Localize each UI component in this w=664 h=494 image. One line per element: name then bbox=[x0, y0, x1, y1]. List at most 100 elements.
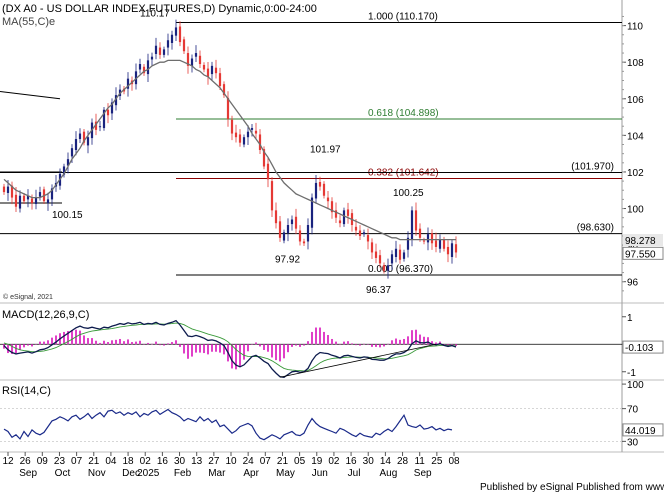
macd-histogram-bar bbox=[355, 344, 357, 346]
macd-histogram-bar bbox=[415, 329, 417, 345]
macd-histogram-bar bbox=[255, 342, 257, 345]
macd-histogram-bar bbox=[427, 337, 429, 345]
macd-histogram-bar bbox=[363, 343, 365, 345]
macd-histogram-bar bbox=[23, 344, 25, 348]
macd-histogram-bar bbox=[443, 344, 445, 345]
macd-signal-line bbox=[3, 322, 457, 372]
macd-histogram-bar bbox=[339, 344, 341, 345]
candle-body bbox=[166, 40, 170, 48]
candle-body bbox=[438, 239, 442, 249]
macd-histogram-bar bbox=[315, 327, 317, 345]
x-tick-label: 21 bbox=[88, 456, 100, 467]
price-tag-label: 97.550 bbox=[625, 249, 656, 260]
candle-body bbox=[250, 128, 254, 130]
candle-body bbox=[258, 134, 262, 150]
macd-histogram-bar bbox=[167, 343, 169, 345]
macd-histogram-bar bbox=[275, 344, 277, 361]
macd-histogram-bar bbox=[119, 338, 121, 345]
candle-body bbox=[370, 242, 374, 253]
macd-histogram-bar bbox=[375, 344, 377, 347]
x-tick-label: 02 bbox=[140, 456, 152, 467]
macd-histogram-bar bbox=[455, 344, 457, 347]
macd-trendline bbox=[279, 343, 437, 378]
candle-body bbox=[318, 182, 322, 187]
x-tick-label: 24 bbox=[243, 456, 255, 467]
price-tag-label: 98.278 bbox=[625, 236, 656, 247]
x-tick-label: 23 bbox=[54, 456, 66, 467]
x-tick-label: 13 bbox=[191, 456, 203, 467]
x-month-label: Jun bbox=[312, 468, 328, 479]
x-tick-label: 08 bbox=[448, 456, 460, 467]
candle-body bbox=[362, 232, 366, 235]
x-month-label: Dec bbox=[122, 468, 140, 479]
macd-histogram-bar bbox=[407, 336, 409, 345]
macd-histogram-bar bbox=[103, 340, 105, 345]
x-tick-label: 16 bbox=[157, 456, 169, 467]
macd-histogram-bar bbox=[99, 342, 101, 345]
macd-histogram-bar bbox=[451, 344, 453, 345]
ma-label: MA(55,C)e bbox=[2, 16, 55, 28]
macd-histogram-bar bbox=[403, 338, 405, 345]
x-month-label: Apr bbox=[243, 468, 259, 479]
candle-body bbox=[146, 60, 150, 75]
rsi-y-tick-label: 70 bbox=[627, 405, 639, 416]
candle-body bbox=[46, 199, 50, 204]
macd-histogram-bar bbox=[27, 344, 29, 346]
candle-body bbox=[274, 210, 278, 224]
candle-body bbox=[342, 210, 346, 225]
candle-body bbox=[226, 97, 230, 119]
candle-body bbox=[62, 166, 66, 175]
candle-body bbox=[50, 188, 54, 200]
macd-histogram-bar bbox=[383, 344, 385, 347]
x-tick-label: 12 bbox=[2, 456, 14, 467]
x-month-label: Feb bbox=[174, 468, 192, 479]
candle-body bbox=[426, 234, 430, 243]
macd-histogram-bar bbox=[63, 331, 65, 345]
macd-histogram-bar bbox=[19, 344, 21, 350]
grid-lines bbox=[622, 15, 626, 292]
rsi-value-tag bbox=[622, 423, 664, 437]
candle-body bbox=[10, 185, 14, 198]
x-month-label: Aug bbox=[379, 468, 397, 479]
macd-histogram-bar bbox=[287, 344, 289, 353]
macd-histogram-bar bbox=[187, 344, 189, 359]
macd-histogram-bar bbox=[307, 341, 309, 345]
price-y-tick-label: 102 bbox=[627, 168, 644, 179]
candle-body bbox=[30, 198, 34, 204]
macd-histogram-bar bbox=[299, 344, 301, 347]
trend-segment bbox=[0, 90, 61, 100]
x-tick-label: 02 bbox=[328, 456, 340, 467]
macd-histogram-bar bbox=[335, 341, 337, 345]
price-annotation: 101.97 bbox=[310, 145, 341, 156]
macd-histogram-bar bbox=[87, 338, 89, 345]
macd-histogram-bar bbox=[303, 344, 305, 346]
rsi-y-tick-label: 30 bbox=[627, 437, 639, 448]
macd-histogram-bar bbox=[123, 341, 125, 345]
candle-body bbox=[158, 47, 162, 55]
candle-body bbox=[106, 109, 110, 116]
candle-body bbox=[66, 159, 70, 166]
macd-histogram-bar bbox=[127, 339, 129, 345]
x-tick-label: 10 bbox=[225, 456, 237, 467]
candle-body bbox=[98, 126, 102, 128]
macd-histogram-bar bbox=[31, 344, 33, 347]
x-month-label: Sep bbox=[414, 468, 432, 479]
macd-histogram-bar bbox=[55, 335, 57, 345]
macd-histogram-bar bbox=[327, 335, 329, 345]
macd-histogram-bar bbox=[111, 340, 113, 345]
candle-body bbox=[338, 220, 342, 224]
macd-histogram-bar bbox=[71, 330, 73, 345]
candle-body bbox=[6, 186, 10, 193]
candle-body bbox=[306, 225, 310, 242]
candle-body bbox=[162, 49, 166, 55]
rsi-y-tick-label: 100 bbox=[627, 380, 644, 391]
macd-histogram-bar bbox=[411, 330, 413, 345]
x-tick-label: 27 bbox=[208, 456, 220, 467]
candle-body bbox=[386, 265, 390, 271]
price-y-tick-label: 100 bbox=[627, 205, 644, 216]
candle-body bbox=[302, 241, 306, 244]
macd-histogram-bar bbox=[95, 340, 97, 345]
macd-histogram-bar bbox=[203, 344, 205, 354]
x-tick-label: 25 bbox=[431, 456, 443, 467]
